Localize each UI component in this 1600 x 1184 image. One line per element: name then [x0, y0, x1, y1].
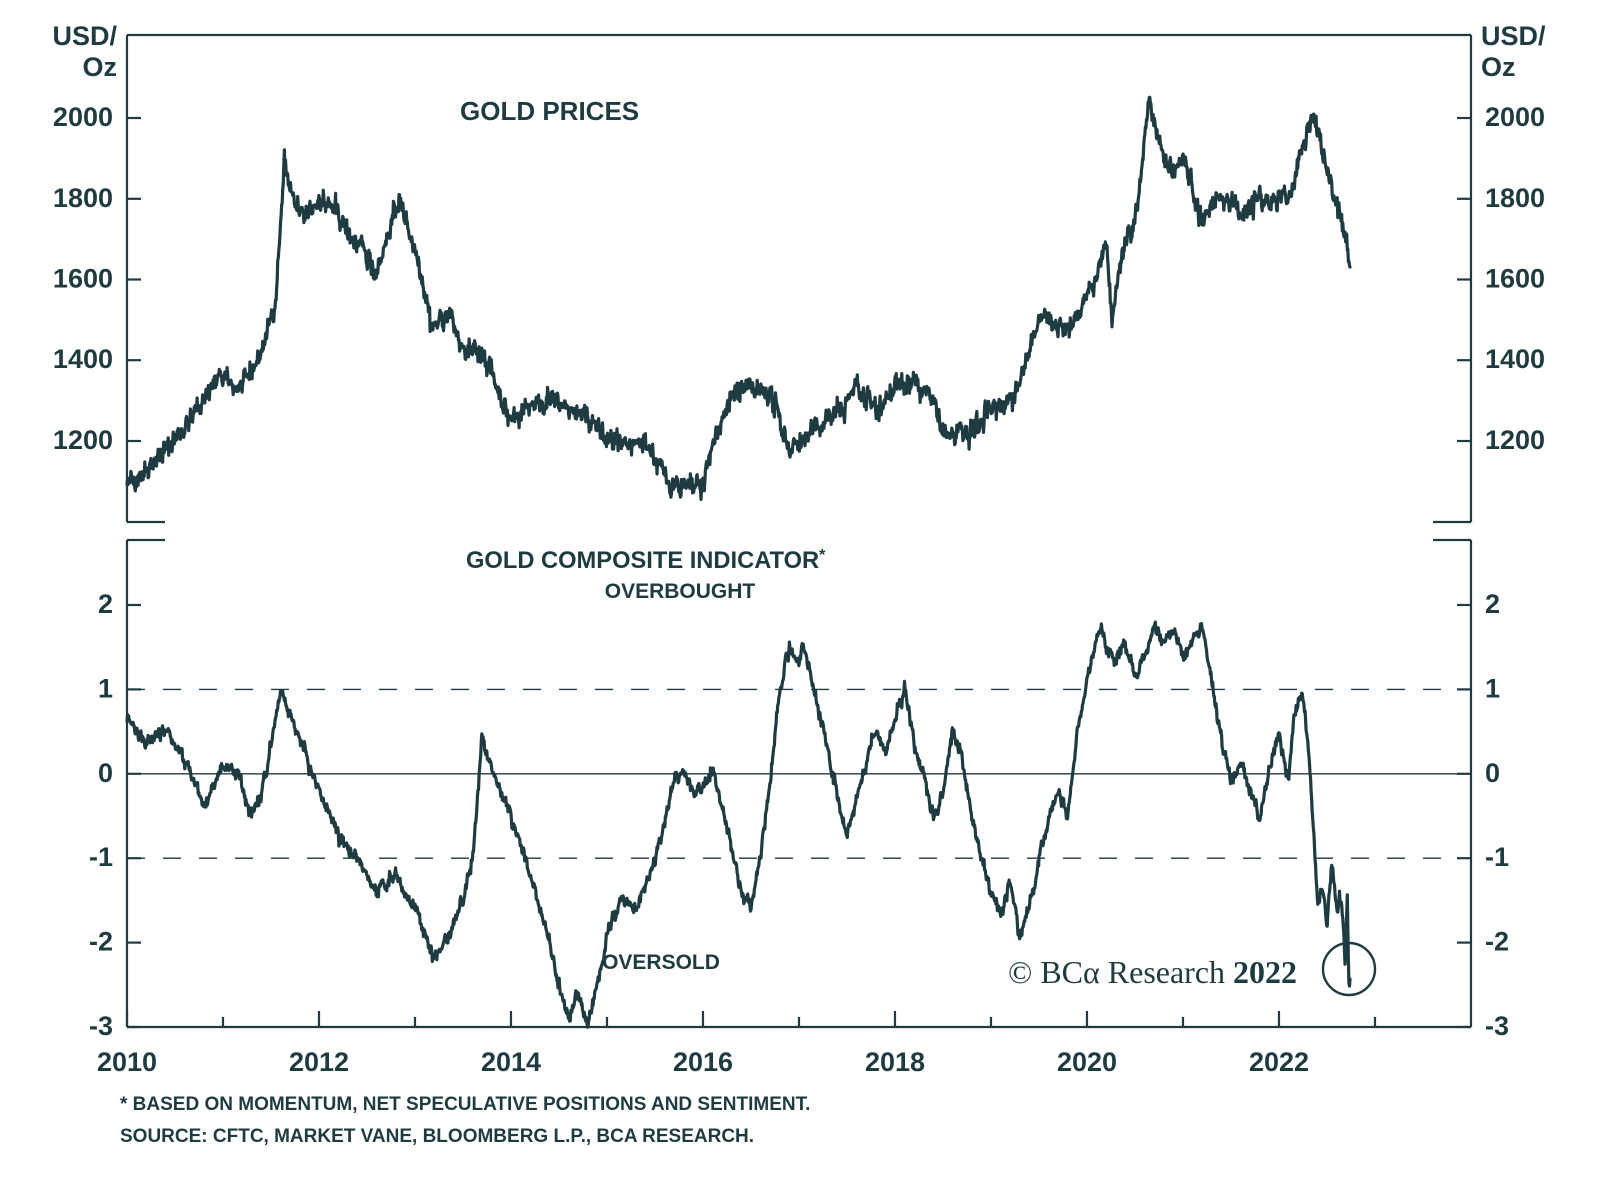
svg-text:-2: -2 [1485, 927, 1509, 957]
svg-text:0: 0 [98, 758, 113, 788]
svg-text:2000: 2000 [1485, 102, 1545, 132]
svg-text:1600: 1600 [1485, 264, 1545, 294]
svg-text:Oz: Oz [82, 52, 117, 82]
svg-text:1: 1 [1485, 673, 1500, 703]
svg-text:OVERSOLD: OVERSOLD [602, 951, 720, 974]
svg-text:1600: 1600 [53, 264, 113, 294]
svg-text:1800: 1800 [1485, 183, 1545, 213]
svg-text:2014: 2014 [481, 1047, 541, 1077]
svg-text:2012: 2012 [289, 1047, 349, 1077]
svg-text:1: 1 [98, 673, 113, 703]
svg-text:-3: -3 [1485, 1011, 1509, 1041]
svg-text:2016: 2016 [673, 1047, 733, 1077]
svg-text:GOLD PRICES: GOLD PRICES [460, 96, 639, 126]
svg-text:1200: 1200 [53, 425, 113, 455]
svg-text:0: 0 [1485, 758, 1500, 788]
svg-text:1400: 1400 [1485, 344, 1545, 374]
svg-text:2: 2 [98, 589, 113, 619]
svg-text:GOLD COMPOSITE INDICATOR*: GOLD COMPOSITE INDICATOR* [466, 547, 826, 574]
svg-text:2: 2 [1485, 589, 1500, 619]
svg-text:Oz: Oz [1481, 52, 1516, 82]
svg-text:2022: 2022 [1249, 1047, 1309, 1077]
svg-text:2020: 2020 [1057, 1047, 1117, 1077]
svg-text:1200: 1200 [1485, 425, 1545, 455]
svg-text:2018: 2018 [865, 1047, 925, 1077]
svg-text:2010: 2010 [97, 1047, 157, 1077]
svg-text:-3: -3 [89, 1011, 113, 1041]
svg-text:-1: -1 [89, 842, 113, 872]
svg-text:© BCα Research 2022: © BCα Research 2022 [1008, 954, 1297, 990]
svg-text:1400: 1400 [53, 344, 113, 374]
svg-text:USD/: USD/ [1481, 21, 1546, 51]
svg-text:SOURCE: CFTC, MARKET VANE, BLO: SOURCE: CFTC, MARKET VANE, BLOOMBERG L.P… [120, 1126, 754, 1147]
svg-text:USD/: USD/ [52, 21, 117, 51]
svg-text:1800: 1800 [53, 183, 113, 213]
svg-text:OVERBOUGHT: OVERBOUGHT [605, 580, 756, 603]
svg-text:-1: -1 [1485, 842, 1509, 872]
svg-text:* BASED ON MOMENTUM, NET SPECU: * BASED ON MOMENTUM, NET SPECULATIVE POS… [120, 1094, 810, 1115]
svg-text:2000: 2000 [53, 102, 113, 132]
svg-text:-2: -2 [89, 927, 113, 957]
